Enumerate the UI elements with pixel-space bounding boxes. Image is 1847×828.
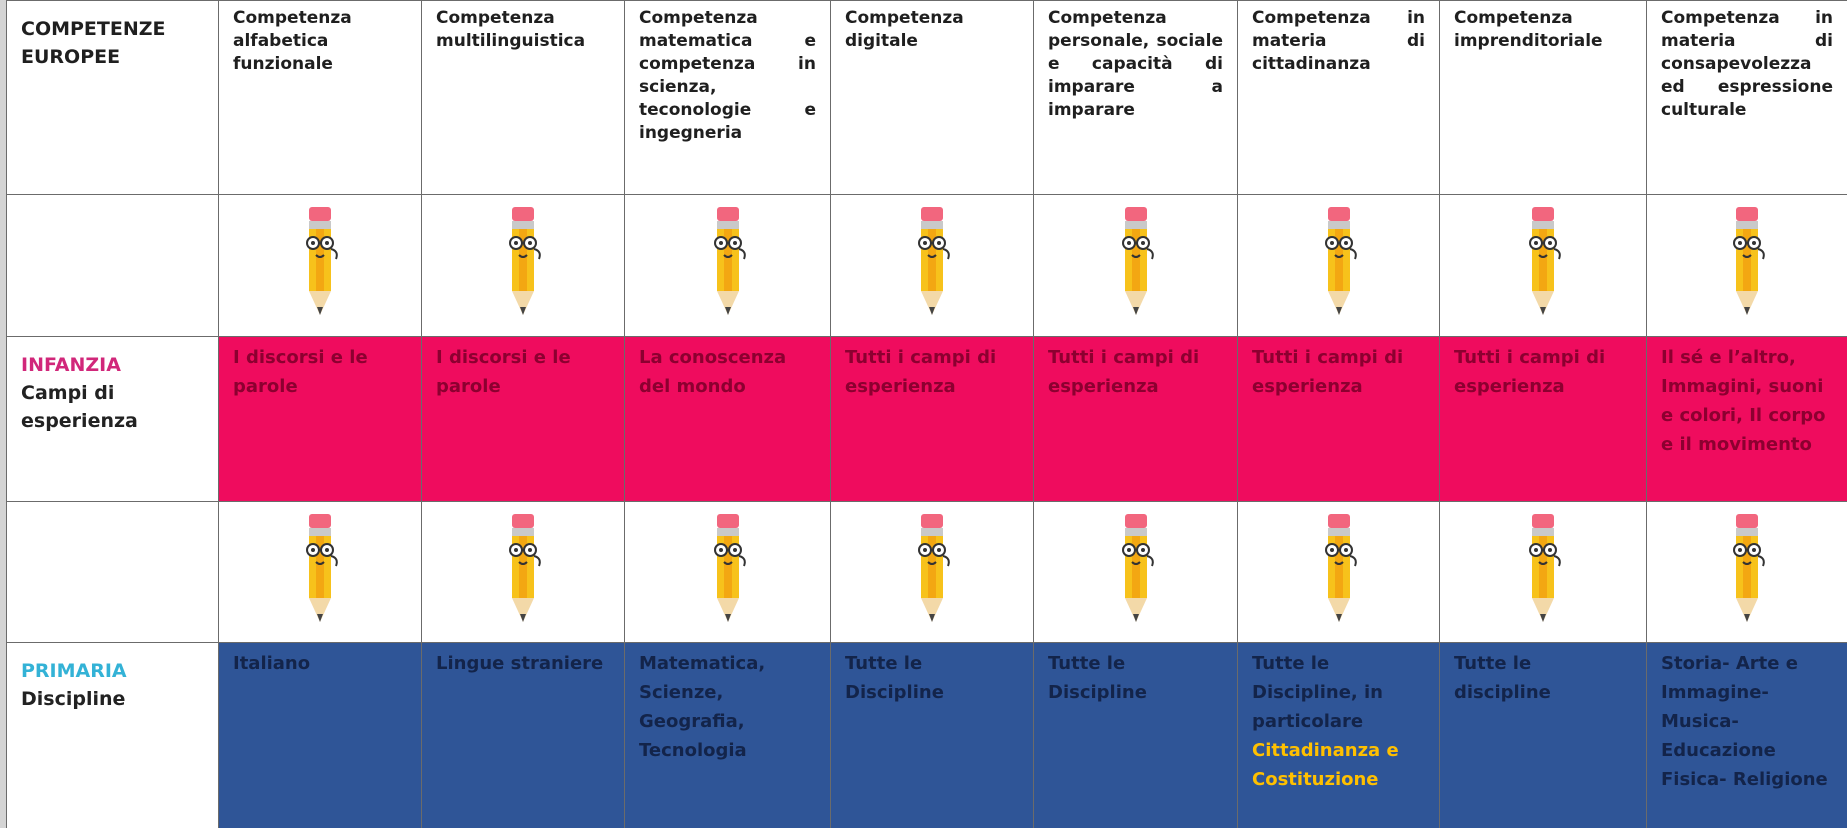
- content-cell: Tutte le discipline: [1439, 642, 1647, 828]
- pencil-icon: [1105, 510, 1167, 628]
- content-cell: Tutti i campi di esperienza: [1439, 336, 1647, 502]
- icon-cell: [1033, 501, 1238, 643]
- pencil-icon: [1716, 510, 1778, 628]
- competence-cell: Competenza imprenditoriale: [1439, 0, 1647, 195]
- content-cell: Tutti i campi di esperienza: [1237, 336, 1440, 502]
- pencil-icon: [901, 203, 963, 321]
- icon-cell: [624, 501, 831, 643]
- competence-cell: Competenza digitale: [830, 0, 1034, 195]
- header-label: COMPETENZE EUROPEE: [6, 0, 219, 195]
- icon-cell: [1646, 501, 1847, 643]
- level-sublabel: Campi di esperienza: [21, 382, 138, 432]
- content-cell: Tutte le Discipline: [830, 642, 1034, 828]
- cell-highlight: Cittadinanza e Costituzione: [1252, 740, 1399, 790]
- pencil-icon: [1716, 203, 1778, 321]
- pencil-icon: [1308, 203, 1370, 321]
- content-cell: I discorsi e le parole: [421, 336, 625, 502]
- primaria-row: PRIMARIA Discipline Italiano Lingue strani…: [6, 642, 1847, 828]
- icon-cell: [421, 194, 625, 337]
- level-label: INFANZIA: [21, 354, 121, 376]
- icon-cell: [1237, 194, 1440, 337]
- empty-cell: [6, 501, 219, 643]
- pencil-icon: [1512, 203, 1574, 321]
- content-cell: Tutte le Discipline, in particolare Citta…: [1237, 642, 1440, 828]
- row-label: PRIMARIA Discipline: [6, 642, 219, 828]
- competence-cell: Competenza personale, sociale e capacità…: [1033, 0, 1238, 195]
- infanzia-row: INFANZIA Campi di esperienza I discorsi e…: [6, 336, 1847, 502]
- level-sublabel: Discipline: [21, 688, 126, 710]
- icon-cell: [1033, 194, 1238, 337]
- pencil-icon: [1308, 510, 1370, 628]
- cell-text: Tutte le Discipline, in particolare: [1252, 653, 1384, 732]
- level-label: PRIMARIA: [21, 660, 127, 682]
- icon-cell: [1439, 194, 1647, 337]
- header-row: COMPETENZE EUROPEE Competenza alfabetica…: [6, 0, 1847, 195]
- icon-row: [6, 194, 1847, 337]
- content-cell: Matematica, Scienze, Geografia, Tecnolog…: [624, 642, 831, 828]
- competence-cell: Competenza alfabetica funzionale: [218, 0, 422, 195]
- content-cell: Il sé e l’altro, Immagini, suoni e color…: [1646, 336, 1847, 502]
- row-label: INFANZIA Campi di esperienza: [6, 336, 219, 502]
- icon-cell: [830, 501, 1034, 643]
- pencil-icon: [1512, 510, 1574, 628]
- empty-cell: [6, 194, 219, 337]
- icon-cell: [624, 194, 831, 337]
- content-cell: Tutti i campi di esperienza: [830, 336, 1034, 502]
- content-cell: Storia- Arte e Immagine- Musica- Educazi…: [1646, 642, 1847, 828]
- pencil-icon: [492, 203, 554, 321]
- pencil-icon: [697, 203, 759, 321]
- icon-cell: [1237, 501, 1440, 643]
- pencil-icon: [492, 510, 554, 628]
- competence-cell: Competenza in materia di consapevolezza …: [1646, 0, 1847, 195]
- icon-cell: [1646, 194, 1847, 337]
- competence-cell: Competenza in materia di cittadinanza: [1237, 0, 1440, 195]
- pencil-icon: [289, 510, 351, 628]
- pencil-icon: [289, 203, 351, 321]
- icon-row: [6, 501, 1847, 643]
- pencil-icon: [1105, 203, 1167, 321]
- content-cell: I discorsi e le parole: [218, 336, 422, 502]
- content-cell: Tutte le Discipline: [1033, 642, 1238, 828]
- icon-cell: [218, 194, 422, 337]
- content-cell: Tutti i campi di esperienza: [1033, 336, 1238, 502]
- content-cell: La conoscenza del mondo: [624, 336, 831, 502]
- content-cell: Italiano: [218, 642, 422, 828]
- competence-cell: Competenza multilinguistica: [421, 0, 625, 195]
- icon-cell: [218, 501, 422, 643]
- pencil-icon: [901, 510, 963, 628]
- icon-cell: [830, 194, 1034, 337]
- competence-cell: Competenza matematica e competenza in sc…: [624, 0, 831, 195]
- icon-cell: [421, 501, 625, 643]
- content-cell: Lingue straniere: [421, 642, 625, 828]
- competence-table: COMPETENZE EUROPEE Competenza alfabetica…: [6, 0, 1847, 828]
- icon-cell: [1439, 501, 1647, 643]
- pencil-icon: [697, 510, 759, 628]
